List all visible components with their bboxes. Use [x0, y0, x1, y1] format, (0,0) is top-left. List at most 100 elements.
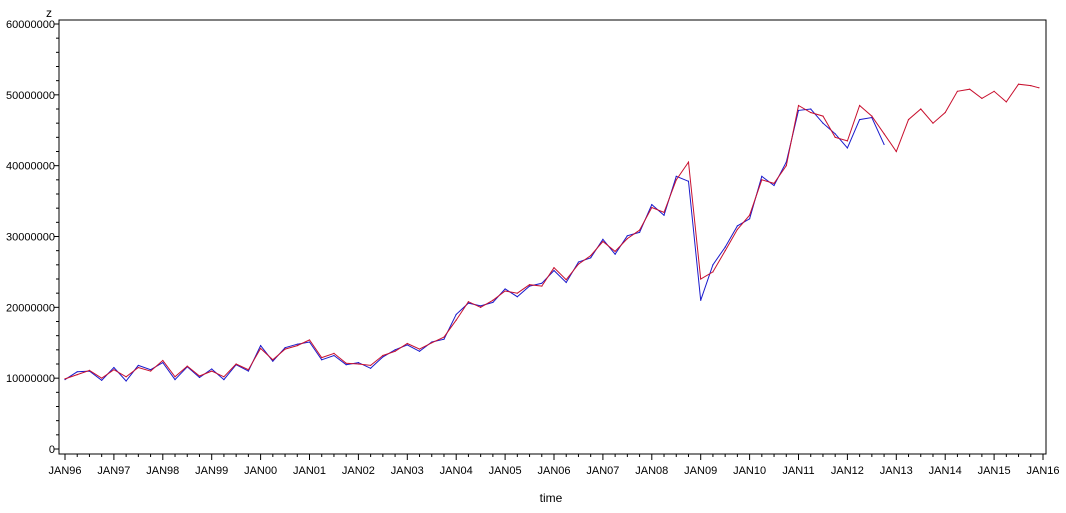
series-2-point	[357, 363, 359, 365]
series-1-point	[321, 359, 323, 361]
series-1-point	[590, 257, 592, 259]
series-1-point	[810, 108, 812, 110]
series-1-point	[455, 313, 457, 316]
series-1-point	[504, 288, 506, 290]
series-2-point	[406, 342, 408, 345]
series-2-point	[797, 104, 800, 107]
series-1-point	[565, 281, 567, 284]
series-2-point	[638, 229, 641, 231]
series-1-point	[125, 380, 127, 382]
x-tick-label: JAN13	[880, 465, 913, 477]
series-1-point	[149, 369, 152, 371]
series-2-point	[101, 377, 103, 379]
series-2-point	[418, 348, 421, 350]
x-tick-label: JAN16	[1026, 465, 1059, 477]
series-2-point	[516, 292, 518, 294]
series-1-point	[553, 269, 555, 272]
series-1-point	[602, 238, 604, 240]
series-1-point	[724, 246, 726, 248]
series-2-point	[761, 179, 763, 181]
series-2-point	[345, 362, 347, 364]
series-1-point	[736, 225, 738, 227]
series-1-point	[308, 341, 311, 343]
y-axis-label: z	[46, 6, 52, 20]
series-2-point	[700, 278, 702, 280]
series-1-point	[345, 364, 347, 366]
series-2-point	[969, 88, 971, 90]
series-1-point	[211, 368, 213, 370]
series-1-point	[761, 175, 763, 177]
series-2-point	[260, 347, 262, 350]
series-2-point	[651, 206, 653, 209]
x-tick-label: JAN14	[929, 465, 962, 477]
series-2-point	[993, 90, 995, 92]
series-1-point	[797, 109, 800, 112]
x-tick-label: JAN00	[244, 465, 277, 477]
series-1-point	[223, 378, 225, 381]
x-tick-label: JAN97	[97, 465, 130, 477]
series-1-point	[394, 349, 396, 351]
series-2-point	[724, 250, 726, 252]
x-tick-label: JAN12	[831, 465, 864, 477]
series-1-point	[626, 235, 628, 237]
x-tick-label: JAN03	[391, 465, 424, 477]
series-2-point	[565, 279, 567, 281]
series-2-point	[736, 228, 738, 231]
series-2-point	[284, 348, 286, 350]
series-1-point	[614, 253, 616, 255]
series-2-point	[834, 136, 836, 138]
x-tick-label: JAN04	[440, 465, 473, 477]
series-2-point	[944, 111, 946, 114]
series-1-point	[834, 133, 836, 135]
y-tick-label: 20000000	[6, 302, 55, 314]
series-2-point	[907, 119, 910, 121]
series-2-point	[712, 271, 714, 273]
series-1-point	[883, 143, 885, 146]
series-2-point	[1030, 85, 1032, 87]
series-1-point	[577, 261, 580, 263]
series-2-point	[956, 90, 959, 92]
y-tick-label: 40000000	[6, 161, 55, 173]
series-2-point	[504, 290, 506, 292]
x-tick-label: JAN02	[342, 465, 375, 477]
series-2-point	[431, 342, 433, 344]
series-1-point	[418, 350, 421, 352]
series-1-point	[492, 301, 494, 303]
y-tick-label: 0	[49, 444, 55, 456]
x-tick-label: JAN98	[146, 465, 179, 477]
series-2-point	[920, 108, 922, 110]
series-1-point	[516, 296, 518, 298]
series-1-point	[528, 285, 531, 287]
series-2-point	[590, 255, 592, 257]
series-1-point	[638, 231, 641, 233]
series-2-point	[382, 354, 384, 357]
series-2-point	[932, 122, 934, 124]
series-2-point	[1038, 87, 1040, 89]
series-2-point	[859, 104, 861, 107]
series-2-point	[749, 214, 751, 216]
series-2-point	[602, 240, 604, 243]
series-2-point	[492, 299, 494, 301]
x-tick-label: JAN11	[782, 465, 814, 477]
x-tick-label: JAN01	[293, 465, 326, 477]
series-2-point	[272, 359, 274, 361]
series-2-point	[149, 370, 152, 372]
series-2-point	[553, 267, 555, 269]
series-1-point	[749, 218, 751, 220]
series-2-point	[308, 339, 311, 341]
x-axis: JAN96 JAN97 JAN98 JAN99 JAN00 JAN01 JAN02 JAN03…	[48, 454, 1060, 477]
series-2-point	[394, 350, 396, 352]
series-1-point	[247, 370, 249, 372]
y-tick-label: 30000000	[6, 232, 55, 244]
series-1-point	[137, 364, 139, 367]
y-axis: 0 10000000 20000000 30000000 40000000 5000000…	[6, 19, 59, 456]
x-tick-label: JAN96	[48, 465, 81, 477]
series-1-point	[663, 214, 665, 216]
y-tick-label: 50000000	[6, 90, 55, 102]
series-2-point	[480, 306, 482, 308]
series-2-point	[125, 376, 127, 378]
series-1-point	[76, 371, 78, 373]
x-tick-label: JAN05	[489, 465, 522, 477]
series-1-point	[822, 122, 824, 124]
